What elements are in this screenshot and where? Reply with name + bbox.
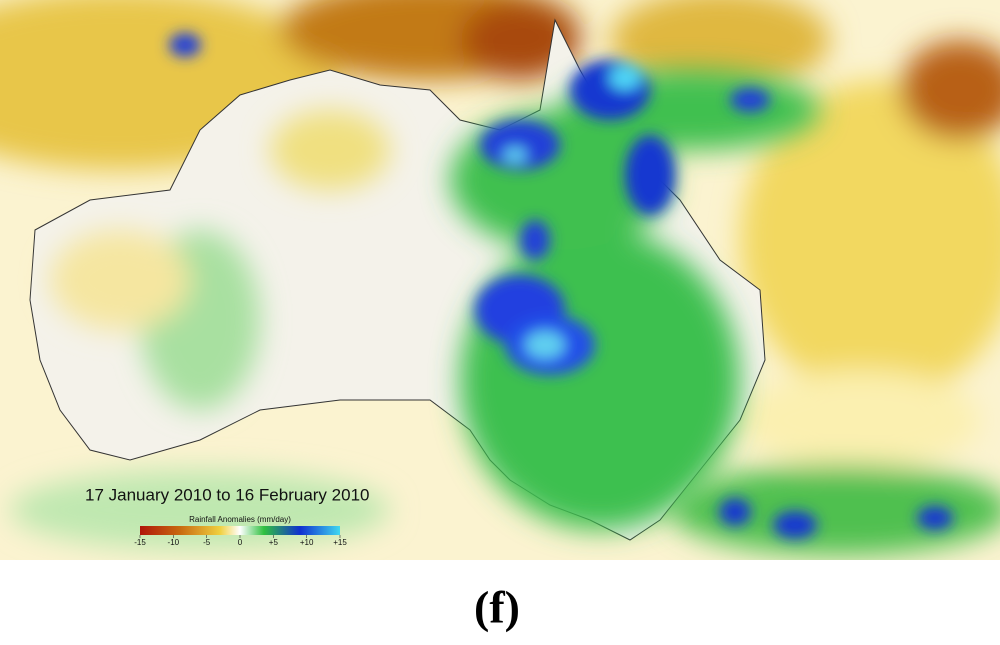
legend-title: Rainfall Anomalies (mm/day) bbox=[189, 515, 291, 524]
rainfall-map: 17 January 2010 to 16 February 2010 Rain… bbox=[0, 0, 1000, 560]
color-bar bbox=[140, 526, 340, 535]
caption: (f) bbox=[474, 582, 520, 633]
legend-tick-label: +15 bbox=[333, 538, 347, 547]
legend-tick-label: -15 bbox=[134, 538, 146, 547]
legend-tick-label: +10 bbox=[300, 538, 314, 547]
legend-tick-label: -10 bbox=[168, 538, 180, 547]
legend-ticks: -15 -10 -5 0 +5 +10 +15 bbox=[134, 535, 347, 547]
legend-tick-label: -5 bbox=[203, 538, 211, 547]
period-label: 17 January 2010 to 16 February 2010 bbox=[85, 485, 369, 504]
legend-tick-label: +5 bbox=[269, 538, 279, 547]
legend-tick-label: 0 bbox=[238, 538, 243, 547]
